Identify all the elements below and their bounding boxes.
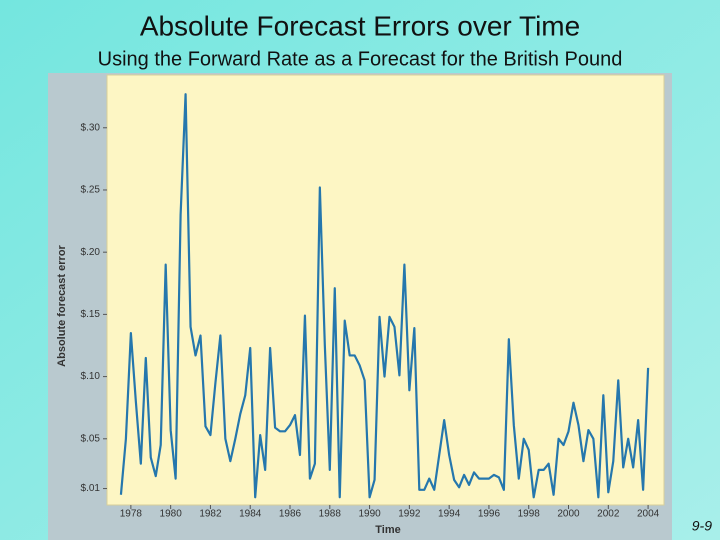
y-tick-label: $.05	[81, 433, 101, 444]
y-tick-label: $.20	[81, 247, 101, 258]
y-tick-label: $.25	[81, 185, 101, 196]
x-tick-label: 2000	[557, 509, 580, 520]
y-tick-label: $.01	[81, 483, 101, 494]
y-tick-label: $.10	[81, 371, 101, 382]
x-tick-label: 1990	[358, 509, 381, 520]
plot-area	[106, 74, 665, 506]
y-tick-label: $.15	[81, 309, 101, 320]
x-tick-label: 2004	[637, 509, 660, 520]
chart-subtitle: Using the Forward Rate as a Forecast for…	[98, 48, 623, 70]
x-tick-label: 1982	[199, 509, 222, 520]
x-tick-label: 1986	[279, 509, 302, 520]
x-tick-label: 1994	[438, 509, 461, 520]
x-tick-label: 2002	[597, 509, 620, 520]
slide-number: 9-9	[692, 518, 712, 534]
data-line	[119, 93, 650, 499]
x-tick-label: 1978	[120, 509, 143, 520]
y-tick-label: $.30	[81, 122, 101, 133]
x-tick-label: 1980	[160, 509, 183, 520]
x-tick-label: 1992	[398, 509, 421, 520]
x-tick-label: 1984	[239, 509, 262, 520]
x-tick-label: 1988	[319, 509, 342, 520]
x-tick-label: 1996	[478, 509, 501, 520]
x-tick-label: 1998	[518, 509, 541, 520]
y-axis-label: Absolute forecast error	[56, 244, 68, 366]
x-axis-label: Time	[375, 524, 400, 536]
chart-title: Absolute Forecast Errors over Time	[140, 10, 580, 41]
